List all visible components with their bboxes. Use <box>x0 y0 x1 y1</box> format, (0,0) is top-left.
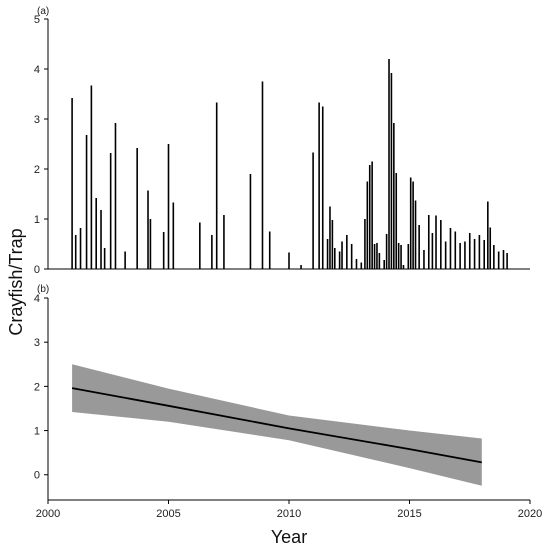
x-axis-title: Year <box>271 527 307 547</box>
panel-b-label: (b) <box>37 284 49 295</box>
panel-a-y-tick-label: 5 <box>34 14 40 26</box>
panel-b-y-tick-label: 1 <box>34 426 40 438</box>
panel-a-y-tick-label: 0 <box>34 264 40 276</box>
confidence-band <box>72 364 482 486</box>
panel-a-y-tick-label: 1 <box>34 214 40 226</box>
x-tick-label: 2020 <box>518 508 542 520</box>
panel-b-y-tick-label: 3 <box>34 337 40 349</box>
x-tick-label: 2005 <box>156 508 180 520</box>
panel-b-x-ticks: 2000 2005 2010 2015 2020 <box>36 500 542 520</box>
y-axis-title: Crayfish/Trap <box>6 228 26 335</box>
panel-b-y-tick-label: 4 <box>34 293 40 305</box>
panel-a-y-tick-label: 4 <box>34 64 40 76</box>
panel-a-label: (a) <box>37 6 49 17</box>
panel-a-y-ticks: 0 1 2 3 4 5 <box>34 14 48 276</box>
panel-a: (a) 0 1 2 3 4 5 <box>34 6 530 276</box>
panel-a-y-tick-label: 3 <box>34 114 40 126</box>
x-tick-label: 2010 <box>277 508 301 520</box>
panel-a-y-tick-label: 2 <box>34 164 40 176</box>
x-tick-label: 2015 <box>397 508 421 520</box>
panel-b-y-ticks: 0 1 2 3 4 <box>34 293 48 482</box>
panel-b-y-tick-label: 0 <box>34 470 40 482</box>
panel-b-y-tick-label: 2 <box>34 381 40 393</box>
trend-line <box>71 387 482 464</box>
panel-a-bars <box>71 59 508 269</box>
panel-b: (b) 0 1 2 3 4 2000 2005 2010 2015 2020 <box>34 284 542 520</box>
x-tick-label: 2000 <box>36 508 60 520</box>
